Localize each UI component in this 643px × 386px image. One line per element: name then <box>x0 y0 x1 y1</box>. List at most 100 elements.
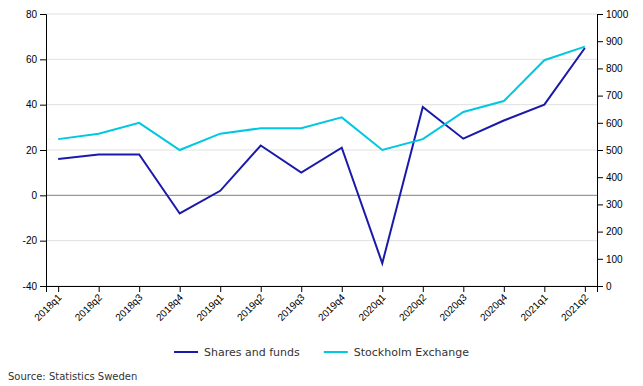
x-tick: 2020q1 <box>356 286 388 323</box>
series-line <box>58 47 585 150</box>
grid-line <box>46 14 597 15</box>
grid-line <box>46 59 597 60</box>
x-tick: 2018q4 <box>154 286 186 323</box>
y2-tick: 800 <box>597 63 623 74</box>
x-tick-label: 2021q1 <box>518 291 550 323</box>
y-tick: 0 <box>31 190 46 201</box>
y2-tick: 0 <box>597 281 612 292</box>
y-axis-line <box>40 15 47 287</box>
x-tick: 2021q2 <box>559 286 591 323</box>
y2-tick-label: 600 <box>606 118 623 129</box>
y2-tick-mark <box>597 150 603 151</box>
y-tick-label: -40 <box>23 281 38 292</box>
legend-label: Stockholm Exchange <box>354 346 469 359</box>
x-tick-mark <box>585 286 586 292</box>
x-tick-mark <box>220 286 221 292</box>
x-tick: 2019q3 <box>275 286 307 323</box>
grid-line <box>46 195 597 196</box>
x-tick-mark <box>504 286 505 292</box>
y-tick-label: 60 <box>26 54 38 65</box>
x-tick-mark <box>463 286 464 292</box>
y2-tick-label: 200 <box>606 226 623 237</box>
legend-swatch <box>324 351 348 353</box>
y2-tick: 500 <box>597 145 623 156</box>
y2-tick-label: 1000 <box>606 9 629 20</box>
y-tick-mark <box>40 286 46 287</box>
y2-tick-label: 300 <box>606 199 623 210</box>
x-axis: 2018q12018q22018q32018q42019q12019q22019… <box>32 286 597 323</box>
y-tick-mark <box>40 195 46 196</box>
y2-tick-label: 400 <box>606 172 623 183</box>
zero-line <box>46 195 597 196</box>
legend-item: Stockholm Exchange <box>324 346 469 359</box>
y2-tick-mark <box>597 204 603 205</box>
x-tick-mark <box>301 286 302 292</box>
y-tick: 60 <box>26 54 46 65</box>
x-tick-label: 2020q2 <box>397 291 429 323</box>
x-tick-mark <box>423 286 424 292</box>
legend-item: Shares and funds <box>174 346 300 359</box>
x-tick-label: 2020q1 <box>356 291 388 323</box>
y-tick-label: 40 <box>26 99 38 110</box>
x-tick: 2020q4 <box>478 286 510 323</box>
y2-tick: 900 <box>597 36 623 47</box>
y2-tick-mark <box>597 286 603 287</box>
grid <box>46 14 597 286</box>
y2-tick: 1000 <box>597 9 629 20</box>
y2-tick-label: 800 <box>606 63 623 74</box>
x-tick: 2019q2 <box>235 286 267 323</box>
y2-tick: 200 <box>597 226 623 237</box>
y2-tick-label: 700 <box>606 90 623 101</box>
y-tick-mark <box>40 59 46 60</box>
x-tick-label: 2018q2 <box>73 291 105 323</box>
x-tick-mark <box>342 286 343 292</box>
y2-tick-mark <box>597 96 603 97</box>
x-tick-label: 2018q3 <box>113 291 145 323</box>
y-tick: -40 <box>23 281 46 292</box>
y2-tick: 300 <box>597 199 623 210</box>
y2-tick: 600 <box>597 118 623 129</box>
chart: 2018q12018q22018q32018q42019q12019q22019… <box>0 0 643 386</box>
x-tick-mark <box>261 286 262 292</box>
source-note: Source: Statistics Sweden <box>8 371 137 382</box>
y2-tick-label: 0 <box>606 281 612 292</box>
y-tick-label: 0 <box>31 190 37 201</box>
y-tick-label: 80 <box>26 9 38 20</box>
y2-tick-mark <box>597 68 603 69</box>
y-tick: 80 <box>26 9 46 20</box>
legend-label: Shares and funds <box>204 346 300 359</box>
grid-line <box>46 240 597 241</box>
x-tick-mark <box>382 286 383 292</box>
x-tick: 2018q2 <box>73 286 105 323</box>
x-tick: 2020q2 <box>397 286 429 323</box>
legend: Shares and funds Stockholm Exchange <box>174 346 469 359</box>
x-tick: 2018q3 <box>113 286 145 323</box>
x-tick-mark <box>180 286 181 292</box>
x-tick: 2019q4 <box>316 286 348 323</box>
y2-tick-mark <box>597 177 603 178</box>
x-tick-label: 2019q3 <box>275 291 307 323</box>
y2-tick-mark <box>597 123 603 124</box>
x-tick-label: 2019q1 <box>194 291 226 323</box>
grid-line <box>46 104 597 105</box>
y-tick: -20 <box>23 235 46 246</box>
y-tick-mark <box>40 14 46 15</box>
y-tick-mark <box>40 150 46 151</box>
x-tick-mark <box>139 286 140 292</box>
y-tick-mark <box>40 241 46 242</box>
x-axis-line <box>47 287 598 293</box>
y-tick: 20 <box>26 145 46 156</box>
y2-tick: 100 <box>597 254 623 265</box>
x-tick: 2019q1 <box>194 286 226 323</box>
x-tick-label: 2018q4 <box>154 291 186 323</box>
y2-tick-mark <box>597 232 603 233</box>
y2-tick-mark <box>597 41 603 42</box>
lines <box>58 47 585 264</box>
plot: 2018q12018q22018q32018q42019q12019q22019… <box>23 9 629 323</box>
y2-tick-label: 900 <box>606 36 623 47</box>
grid-line <box>46 150 597 151</box>
x-tick-label: 2018q1 <box>32 291 64 323</box>
y2-tick-label: 500 <box>606 145 623 156</box>
y-axis: -40 -20 0 20 40 60 80 <box>23 9 47 292</box>
x-tick-mark <box>58 286 59 292</box>
